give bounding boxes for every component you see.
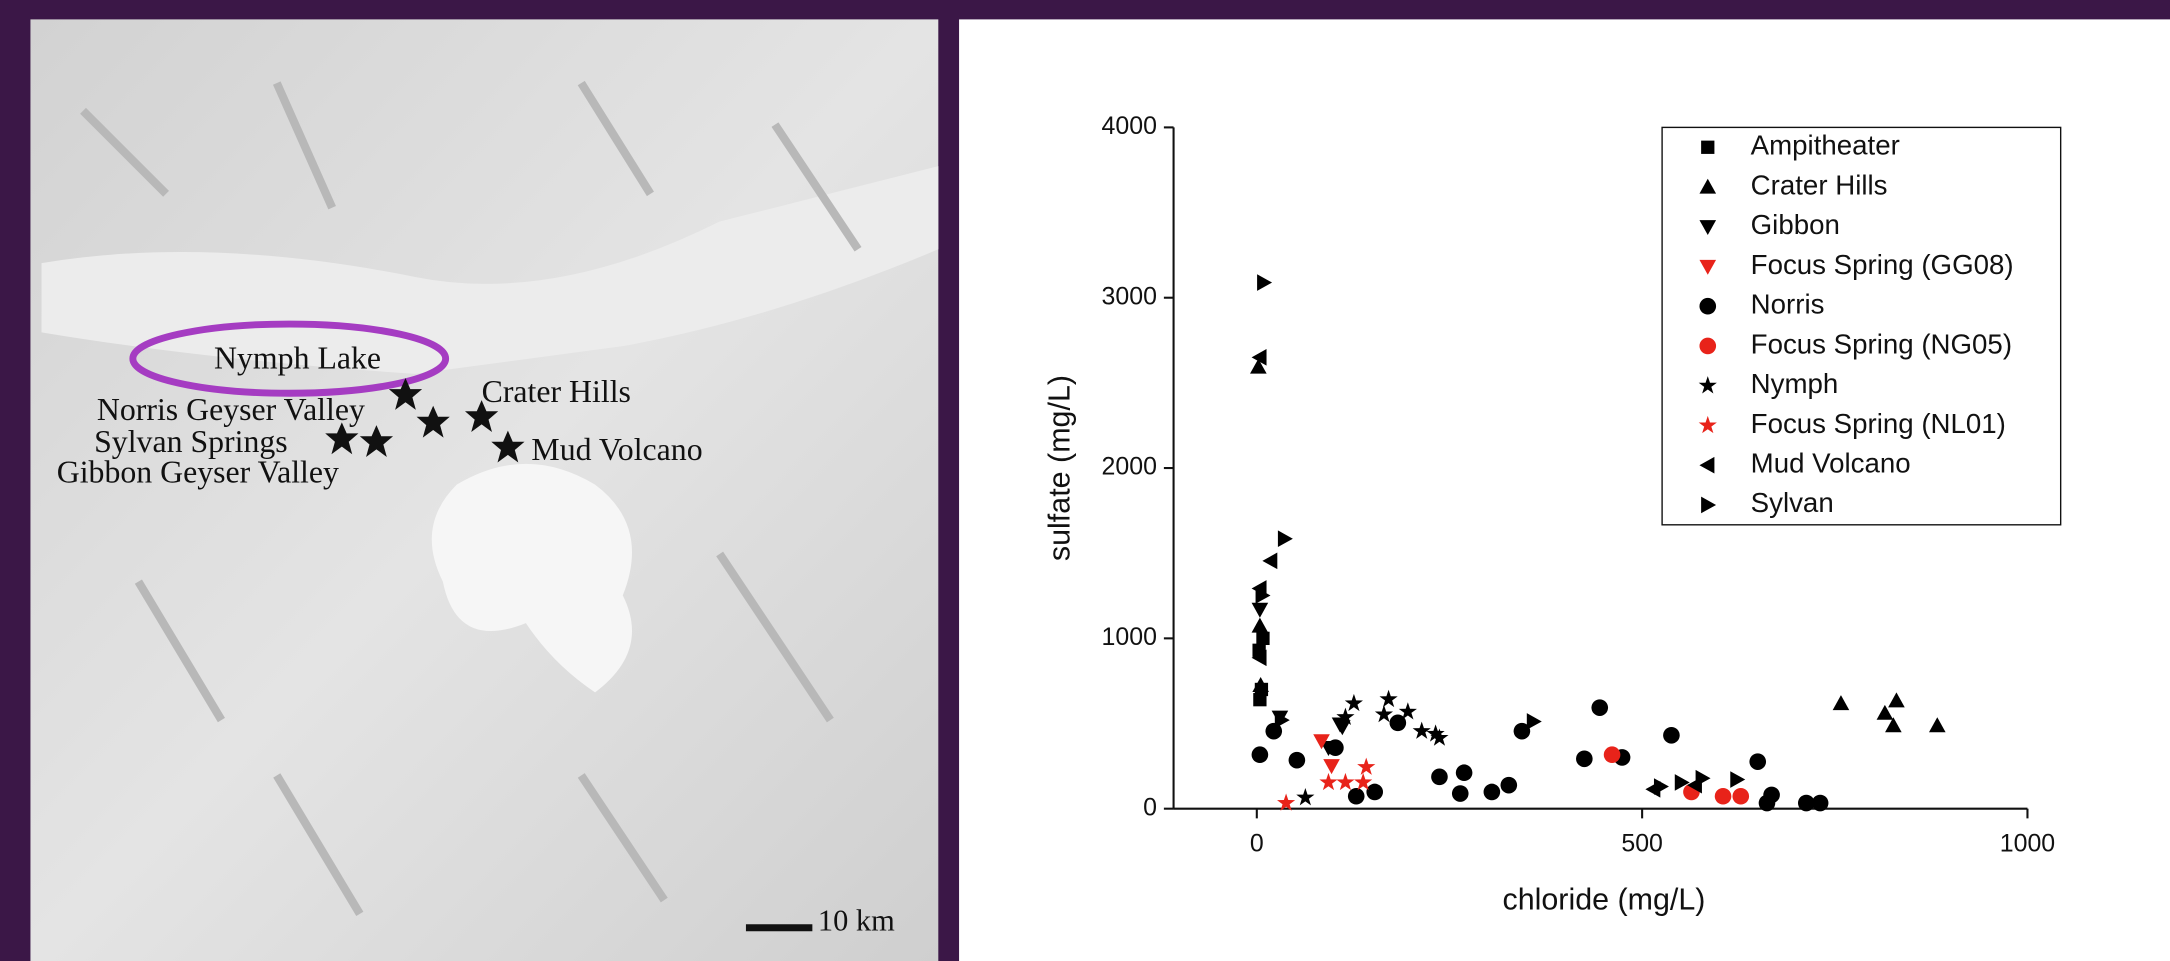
point	[1431, 769, 1448, 786]
x-tick-label: 1000	[2000, 829, 2055, 857]
y-tick-label: 0	[1143, 793, 1157, 821]
legend-marker	[1699, 298, 1716, 315]
point	[1484, 784, 1501, 801]
map-panel: Nymph Lake Crater Hills Norris Geyser Va…	[30, 19, 938, 961]
point	[1591, 699, 1608, 716]
legend-marker	[1701, 141, 1714, 154]
legend-label: Crater Hills	[1751, 169, 1888, 200]
y-tick-label: 1000	[1102, 623, 1157, 651]
x-axis-label: chloride (mg/L)	[1503, 882, 1706, 916]
point	[1715, 788, 1732, 805]
point	[1452, 785, 1469, 802]
map-label: Crater Hills	[482, 374, 631, 409]
legend-label: Focus Spring (GG08)	[1751, 249, 2014, 280]
point	[1501, 777, 1518, 794]
point	[1289, 752, 1306, 769]
map-label: Mud Volcano	[531, 432, 702, 467]
point	[1456, 764, 1473, 781]
y-axis-label: sulfate (mg/L)	[1043, 375, 1077, 561]
legend-label: Gibbon	[1751, 209, 1840, 240]
slide: Nymph Lake Crater Hills Norris Geyser Va…	[0, 0, 2170, 961]
map-label: Gibbon Geyser Valley	[57, 454, 339, 489]
point	[1749, 753, 1766, 770]
point	[1327, 739, 1344, 756]
x-tick-label: 500	[1621, 829, 1663, 857]
scale-label: 10 km	[818, 904, 895, 938]
y-tick-label: 3000	[1102, 282, 1157, 310]
y-tick-label: 2000	[1102, 453, 1157, 481]
legend-label: Mud Volcano	[1751, 448, 1911, 479]
legend-label: Norris	[1751, 289, 1825, 320]
map-label: Nymph Lake	[214, 341, 381, 376]
map-label: Norris Geyser Valley	[97, 392, 365, 427]
point	[1348, 788, 1365, 805]
point	[1732, 788, 1749, 805]
legend-marker	[1699, 338, 1716, 355]
point	[1576, 750, 1593, 767]
x-tick-label: 0	[1250, 829, 1264, 857]
point	[1252, 746, 1269, 763]
legend-label: Focus Spring (NG05)	[1751, 328, 2012, 359]
point	[1759, 795, 1776, 812]
legend-label: Focus Spring (NL01)	[1751, 408, 2006, 439]
point	[1256, 632, 1269, 645]
point	[1366, 784, 1383, 801]
y-tick-label: 4000	[1102, 112, 1157, 140]
point	[1812, 795, 1829, 812]
point	[1663, 727, 1680, 744]
legend-label: Ampitheater	[1751, 130, 1900, 161]
point	[1604, 746, 1621, 763]
legend-label: Nymph	[1751, 368, 1839, 399]
legend-label: Sylvan	[1751, 487, 1834, 518]
page: {"map": {"labels": ["Nymph Lake", "Crate…	[0, 0, 2170, 961]
